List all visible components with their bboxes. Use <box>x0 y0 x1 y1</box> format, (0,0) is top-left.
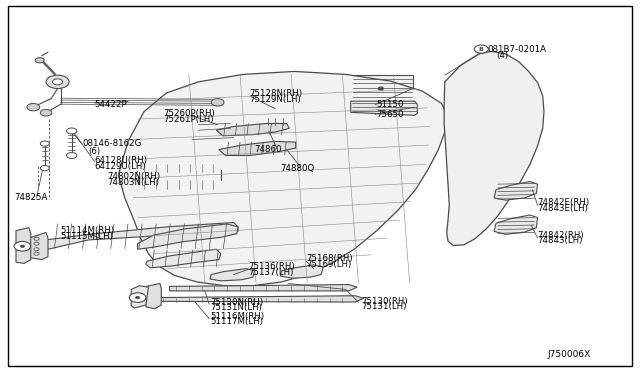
Circle shape <box>34 248 39 251</box>
Circle shape <box>27 103 40 111</box>
Circle shape <box>40 166 49 171</box>
Circle shape <box>67 153 77 158</box>
Circle shape <box>129 293 146 302</box>
Polygon shape <box>138 224 238 249</box>
Polygon shape <box>494 182 538 200</box>
Polygon shape <box>157 296 364 302</box>
Text: 75130N(RH): 75130N(RH) <box>210 298 263 307</box>
Text: 08146-8162G: 08146-8162G <box>82 140 141 148</box>
Text: 74843(LH): 74843(LH) <box>538 236 583 245</box>
Text: 51114M(RH): 51114M(RH) <box>61 226 115 235</box>
Circle shape <box>40 109 52 116</box>
Text: 75168(RH): 75168(RH) <box>306 254 353 263</box>
Polygon shape <box>351 101 417 115</box>
Text: 51117M(LH): 51117M(LH) <box>210 317 263 326</box>
Bar <box>352 75 413 100</box>
Text: 54422P: 54422P <box>95 100 127 109</box>
Polygon shape <box>146 249 221 268</box>
Polygon shape <box>210 269 255 281</box>
Circle shape <box>378 87 383 90</box>
Circle shape <box>14 241 31 251</box>
Circle shape <box>20 245 24 247</box>
Text: (6): (6) <box>88 147 100 155</box>
Polygon shape <box>266 118 285 125</box>
Circle shape <box>211 99 224 106</box>
Circle shape <box>40 141 49 146</box>
Text: B: B <box>479 46 484 52</box>
Text: 74825A: 74825A <box>15 193 48 202</box>
Polygon shape <box>170 285 357 291</box>
Text: 51116M(RH): 51116M(RH) <box>210 312 264 321</box>
Text: 74843E(LH): 74843E(LH) <box>538 204 588 213</box>
Polygon shape <box>118 71 448 286</box>
Text: 75131(LH): 75131(LH) <box>362 302 407 311</box>
Text: (4): (4) <box>496 51 508 60</box>
Circle shape <box>46 75 69 89</box>
Polygon shape <box>187 132 238 141</box>
Polygon shape <box>189 119 240 132</box>
Text: 74880Q: 74880Q <box>280 164 315 173</box>
Text: 75128N(RH): 75128N(RH) <box>250 89 303 98</box>
Text: 75650: 75650 <box>376 110 404 119</box>
Text: 75129N(LH): 75129N(LH) <box>250 95 301 104</box>
Circle shape <box>34 237 39 240</box>
Text: 74803N(LH): 74803N(LH) <box>107 178 159 187</box>
Circle shape <box>34 242 39 245</box>
Polygon shape <box>255 106 294 119</box>
Polygon shape <box>29 232 48 260</box>
Polygon shape <box>494 215 538 234</box>
Circle shape <box>34 252 39 255</box>
Polygon shape <box>280 265 323 278</box>
Circle shape <box>136 296 140 299</box>
Text: 74842(RH): 74842(RH) <box>538 231 584 240</box>
Text: 74802N(RH): 74802N(RH) <box>107 172 160 181</box>
Polygon shape <box>138 178 221 190</box>
Text: 74860: 74860 <box>255 145 282 154</box>
Text: 75136(RH): 75136(RH) <box>248 262 295 271</box>
Text: 75169(LH): 75169(LH) <box>306 260 351 269</box>
Circle shape <box>67 128 77 134</box>
Text: 081B7-0201A: 081B7-0201A <box>488 45 547 54</box>
Circle shape <box>474 45 488 53</box>
Text: 75131N(LH): 75131N(LH) <box>210 303 262 312</box>
Polygon shape <box>444 51 544 246</box>
Circle shape <box>35 58 44 63</box>
Polygon shape <box>131 286 148 308</box>
Text: 64129U(LH): 64129U(LH) <box>95 162 147 171</box>
Text: 51150: 51150 <box>376 100 404 109</box>
Polygon shape <box>46 222 238 249</box>
Text: J750006X: J750006X <box>547 350 591 359</box>
Polygon shape <box>216 124 289 136</box>
Text: 75261P(LH): 75261P(LH) <box>163 115 214 124</box>
Polygon shape <box>16 228 31 263</box>
Text: 75137(LH): 75137(LH) <box>248 268 294 277</box>
Text: 75260P(RH): 75260P(RH) <box>163 109 215 118</box>
Text: 51115M(LH): 51115M(LH) <box>61 232 114 241</box>
Circle shape <box>52 79 63 85</box>
Polygon shape <box>219 141 296 155</box>
Polygon shape <box>138 162 221 176</box>
Polygon shape <box>146 283 161 309</box>
Text: 75130(RH): 75130(RH) <box>362 297 408 306</box>
Text: 64128U(RH): 64128U(RH) <box>95 156 148 165</box>
Text: 74842E(RH): 74842E(RH) <box>538 198 589 207</box>
